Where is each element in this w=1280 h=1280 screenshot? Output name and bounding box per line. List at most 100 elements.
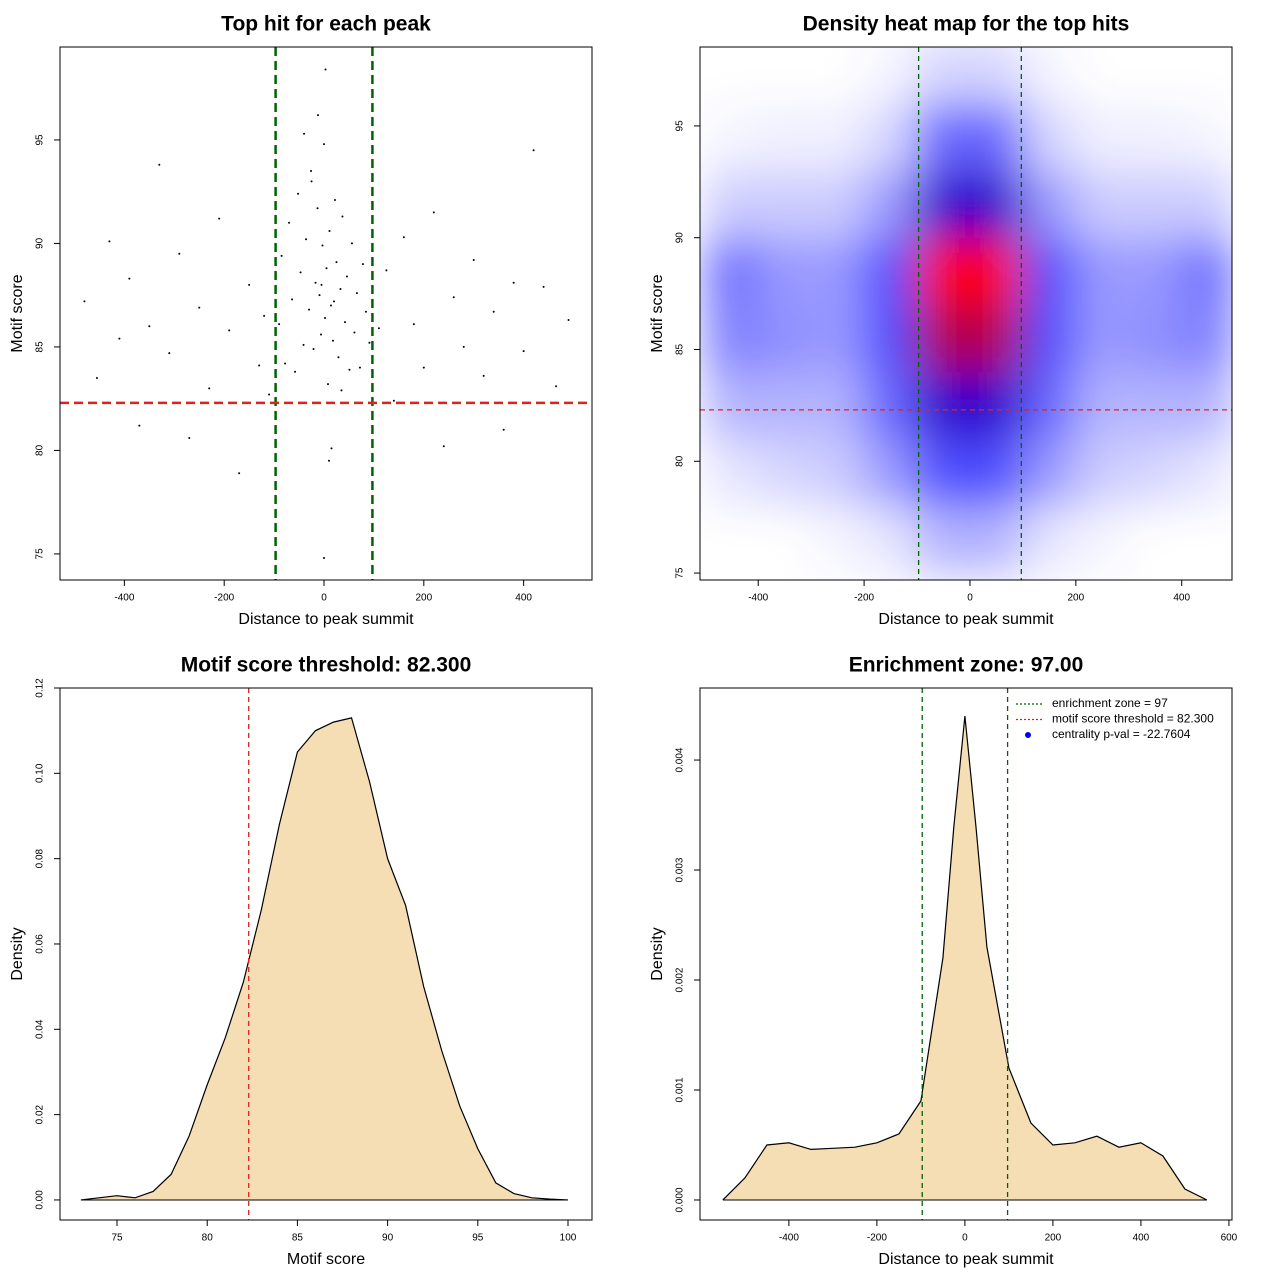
point bbox=[492, 310, 495, 313]
plot-frame bbox=[699, 46, 1233, 581]
x-tick-label: -400 bbox=[748, 593, 768, 604]
y-tick-label: 85 bbox=[35, 341, 46, 353]
point bbox=[332, 300, 335, 303]
point bbox=[312, 347, 315, 350]
x-tick-label: 200 bbox=[1067, 593, 1084, 604]
point bbox=[310, 180, 313, 183]
heat-cell bbox=[704, 304, 759, 373]
point bbox=[339, 287, 342, 290]
point bbox=[305, 238, 308, 241]
point bbox=[412, 323, 415, 326]
panel: Motif score threshold: 82.300 Motif score… bbox=[9, 654, 593, 1268]
point bbox=[95, 376, 98, 379]
point bbox=[310, 169, 313, 172]
point bbox=[331, 339, 334, 342]
y-tick-label: 90 bbox=[675, 232, 686, 244]
y-tick-label: 85 bbox=[675, 343, 686, 355]
x-tick-label: 400 bbox=[1133, 1233, 1150, 1244]
point bbox=[278, 323, 281, 326]
y-tick-label: 95 bbox=[35, 134, 46, 146]
plot-frame bbox=[59, 687, 593, 1221]
x-axis-label: Distance to peak summit bbox=[238, 611, 414, 628]
x-tick-label: 90 bbox=[382, 1233, 394, 1244]
x-tick-label: -200 bbox=[854, 593, 874, 604]
heat-cell bbox=[704, 103, 759, 172]
point bbox=[303, 132, 306, 135]
heat-cell bbox=[916, 170, 971, 239]
heat-cell bbox=[916, 47, 971, 105]
x-tick-label: 0 bbox=[962, 1233, 968, 1244]
heat-cell bbox=[1022, 371, 1077, 440]
point bbox=[138, 424, 141, 427]
heat-cell bbox=[757, 170, 812, 239]
heat-cell bbox=[1181, 47, 1232, 105]
point bbox=[314, 281, 317, 284]
point bbox=[345, 275, 348, 278]
plot-area bbox=[60, 47, 592, 580]
point bbox=[178, 252, 181, 255]
point bbox=[348, 368, 351, 371]
heat-cell bbox=[810, 438, 865, 507]
heat-cell bbox=[1128, 170, 1183, 239]
point bbox=[228, 329, 231, 332]
x-tick-label: -200 bbox=[867, 1233, 887, 1244]
y-tick-label: 0.12 bbox=[35, 678, 46, 698]
heat-cell bbox=[969, 170, 1024, 239]
point bbox=[324, 68, 327, 71]
point bbox=[198, 306, 201, 309]
x-tick-label: 400 bbox=[1173, 593, 1190, 604]
heat-cell bbox=[810, 371, 865, 440]
point bbox=[325, 267, 328, 270]
y-tick-label: 90 bbox=[35, 237, 46, 249]
x-tick-label: 100 bbox=[560, 1233, 577, 1244]
x-tick-label: 600 bbox=[1221, 1233, 1238, 1244]
heat-cell bbox=[704, 237, 759, 306]
heat-cell bbox=[704, 371, 759, 440]
point bbox=[168, 352, 171, 355]
heat-cells bbox=[704, 47, 1232, 574]
legend-label: motif score threshold = 82.300 bbox=[1052, 712, 1214, 726]
point bbox=[330, 447, 333, 450]
heat-cell bbox=[1022, 237, 1077, 306]
point bbox=[385, 269, 388, 272]
point bbox=[452, 296, 455, 299]
x-axis-label: Motif score bbox=[287, 1251, 365, 1268]
y-axis-label: Motif score bbox=[9, 274, 26, 352]
y-tick-label: 95 bbox=[675, 120, 686, 132]
heat-cell bbox=[1075, 438, 1130, 507]
point bbox=[263, 314, 266, 317]
heat-cell bbox=[1022, 438, 1077, 507]
chart-title: Density heat map for the top hits bbox=[803, 13, 1130, 36]
density-line bbox=[722, 715, 1208, 1201]
point bbox=[158, 163, 161, 166]
point bbox=[326, 383, 329, 386]
y-tick-label: 0.08 bbox=[35, 848, 46, 868]
point bbox=[294, 370, 297, 373]
heat-cell bbox=[1128, 505, 1183, 574]
y-tick-label: 0.004 bbox=[675, 747, 686, 772]
heat-cell bbox=[863, 170, 918, 239]
point bbox=[364, 310, 367, 313]
legend-marker bbox=[1025, 732, 1031, 738]
heat-cell bbox=[810, 304, 865, 373]
x-tick-label: 200 bbox=[1045, 1233, 1062, 1244]
heat-cell bbox=[757, 304, 812, 373]
heat-cell bbox=[863, 103, 918, 172]
heat-cell bbox=[1128, 237, 1183, 306]
panel: Top hit for each peak Distance to peak su… bbox=[9, 13, 593, 628]
y-tick-label: 0.003 bbox=[675, 857, 686, 882]
heat-cell bbox=[1075, 103, 1130, 172]
heat-cell bbox=[1181, 170, 1232, 239]
x-tick-label: 75 bbox=[111, 1233, 123, 1244]
point bbox=[280, 254, 283, 257]
point bbox=[472, 258, 475, 261]
heat-cell bbox=[969, 304, 1024, 373]
point bbox=[368, 341, 371, 344]
point bbox=[302, 343, 305, 346]
point bbox=[284, 362, 287, 365]
point bbox=[522, 350, 525, 353]
point bbox=[83, 300, 86, 303]
point bbox=[350, 242, 353, 245]
point bbox=[355, 292, 358, 295]
